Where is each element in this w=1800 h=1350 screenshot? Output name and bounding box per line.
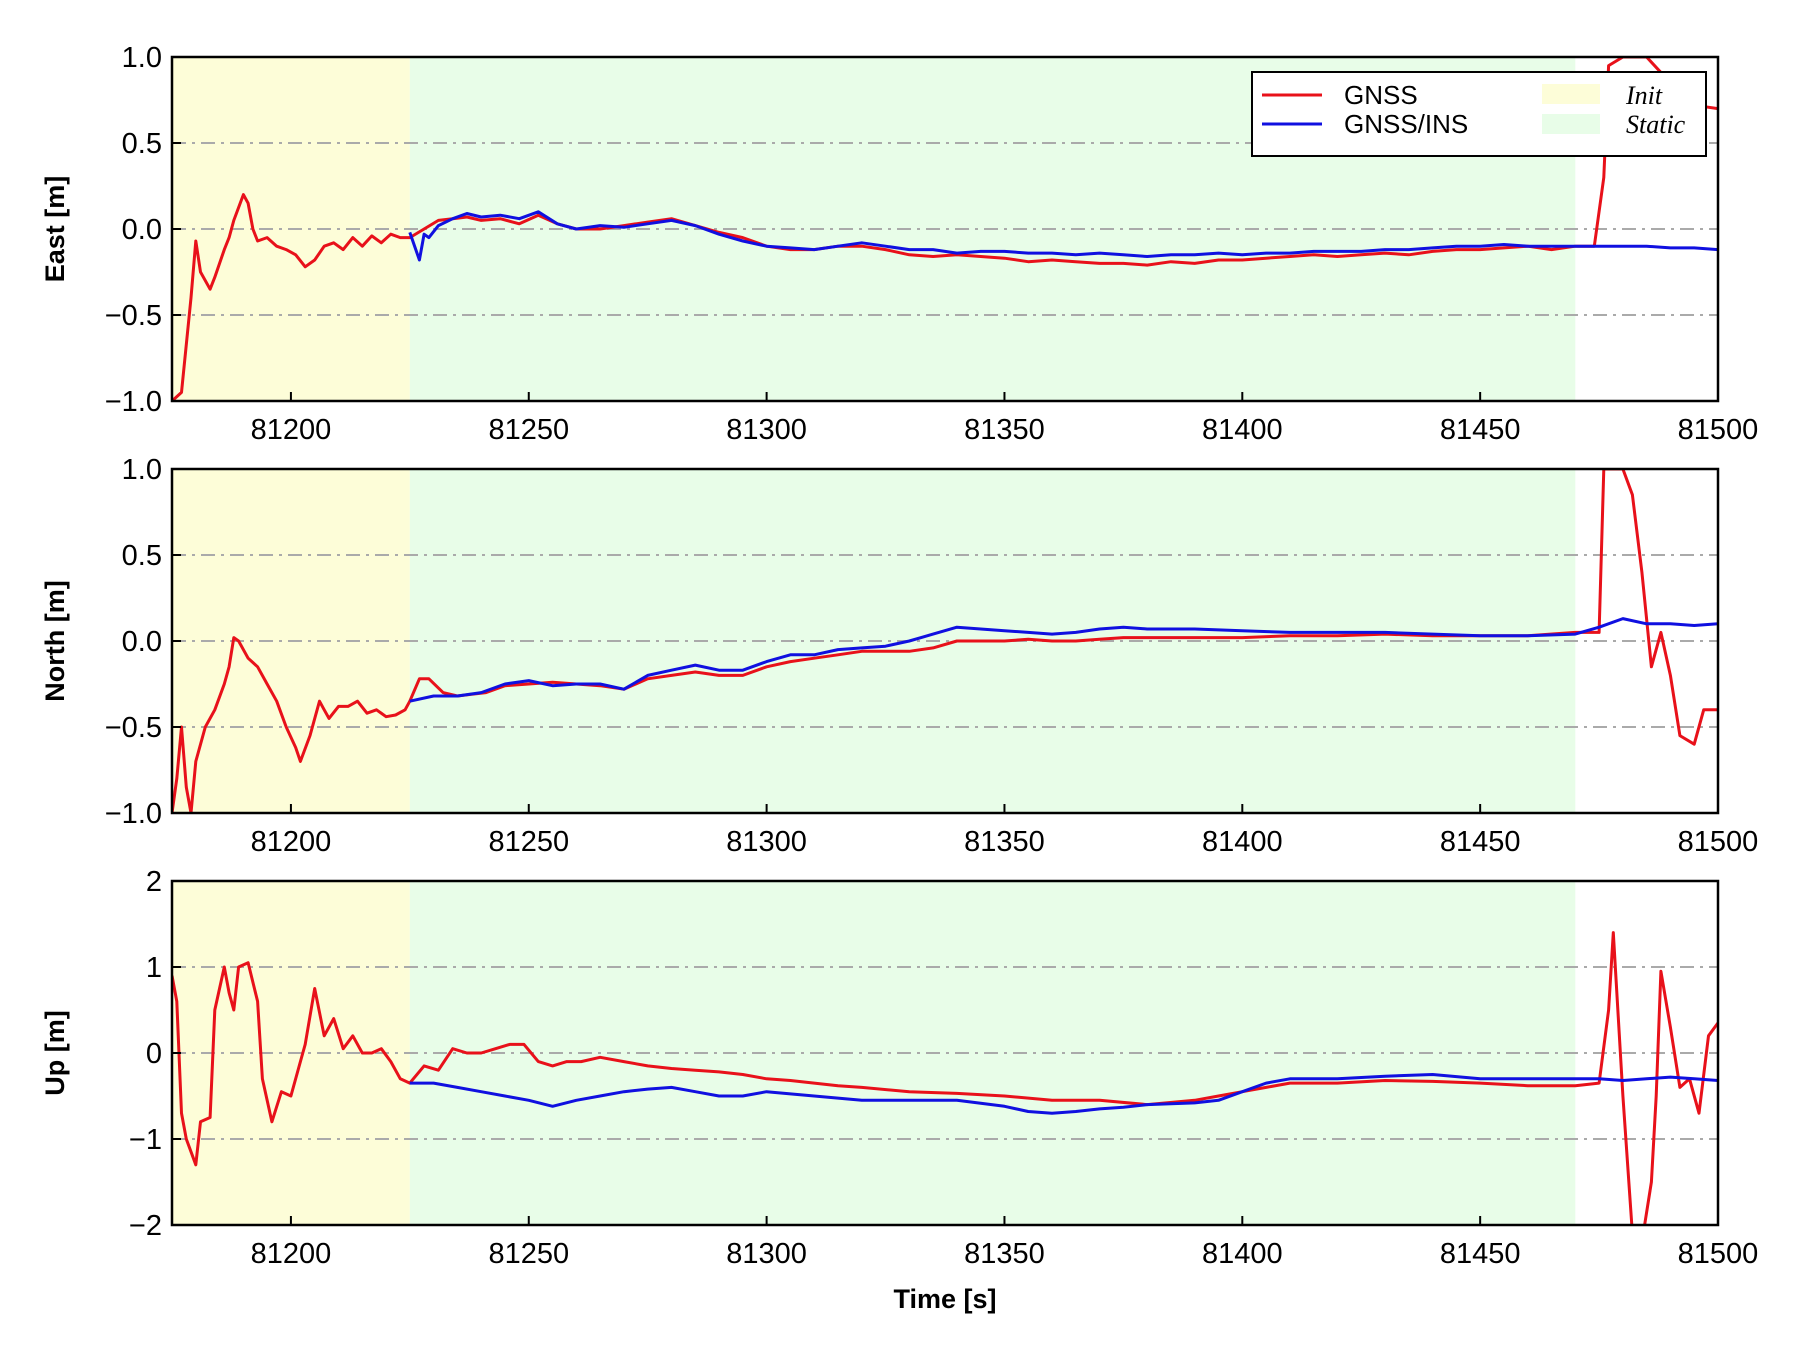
x-tick-label: 81200 [251,1238,332,1270]
y-tick-label: −0.5 [105,712,162,744]
x-tick-label: 81250 [488,826,569,858]
legend-init-label: Init [1625,81,1663,110]
y-tick-label: 2 [146,866,162,898]
x-tick-label: 81250 [488,414,569,446]
y-tick-label: 0.0 [122,214,162,246]
x-tick-label: 81350 [964,1238,1045,1270]
series-line-gnss-ins [409,617,1718,703]
x-tick-label: 81450 [1440,414,1521,446]
y-tick-label: −1 [129,1124,162,1156]
y-tick-label: −1.0 [105,798,162,830]
series-line-gnss [172,931,1718,1225]
x-tick-label: 81300 [726,1238,807,1270]
x-axis-label: Time [s] [893,1284,996,1314]
y-tick-label: −1.0 [105,386,162,418]
x-tick-label: 81500 [1678,1238,1759,1270]
y-tick-label: −0.5 [105,300,162,332]
x-tick-label: 81350 [964,826,1045,858]
y-tick-label: 1 [146,952,162,984]
legend-gnss-ins-label: GNSS/INS [1344,109,1468,139]
y-axis-label: North [m] [40,580,70,701]
x-tick-label: 81450 [1440,826,1521,858]
panel-3: 2 1 0 −1 −2 81200 81250 81300 81350 81400 81450 815… [40,866,1758,1270]
x-tick-label: 81350 [964,414,1045,446]
legend: GNSS GNSS/INS Init Static [1251,71,1707,157]
x-tick-label: 81400 [1202,826,1283,858]
legend-gnss-label: GNSS [1344,80,1418,110]
y-tick-label: −2 [129,1210,162,1242]
x-tick-label: 81500 [1678,826,1759,858]
x-tick-label: 81300 [726,414,807,446]
y-axis-label: Up [m] [40,1010,70,1095]
x-tick-label: 81250 [488,1238,569,1270]
panel-2: 1.0 0.5 0.0 −0.5 −1.0 81200 81250 81300 81350 814… [40,454,1758,858]
y-axis-label: East [m] [40,176,70,283]
y-tick-label: 0 [146,1038,162,1070]
legend-init-swatch [1542,84,1600,104]
y-tick-label: 1.0 [122,454,162,486]
y-tick-label: 0.0 [122,626,162,658]
x-tick-label: 81450 [1440,1238,1521,1270]
x-tick-label: 81500 [1678,414,1759,446]
legend-static-swatch [1542,114,1600,134]
x-tick-label: 81200 [251,414,332,446]
x-tick-label: 81400 [1202,414,1283,446]
x-tick-label: 81400 [1202,1238,1283,1270]
series-line-gnss-ins [409,1073,1718,1115]
y-tick-label: 1.0 [122,42,162,74]
series-line-gnss-ins [408,210,1718,262]
y-tick-label: 0.5 [122,540,162,572]
legend-frame [1251,71,1707,157]
x-tick-label: 81200 [251,826,332,858]
x-tick-label: 81300 [726,826,807,858]
legend-static-label: Static [1626,110,1686,139]
y-tick-label: 0.5 [122,128,162,160]
